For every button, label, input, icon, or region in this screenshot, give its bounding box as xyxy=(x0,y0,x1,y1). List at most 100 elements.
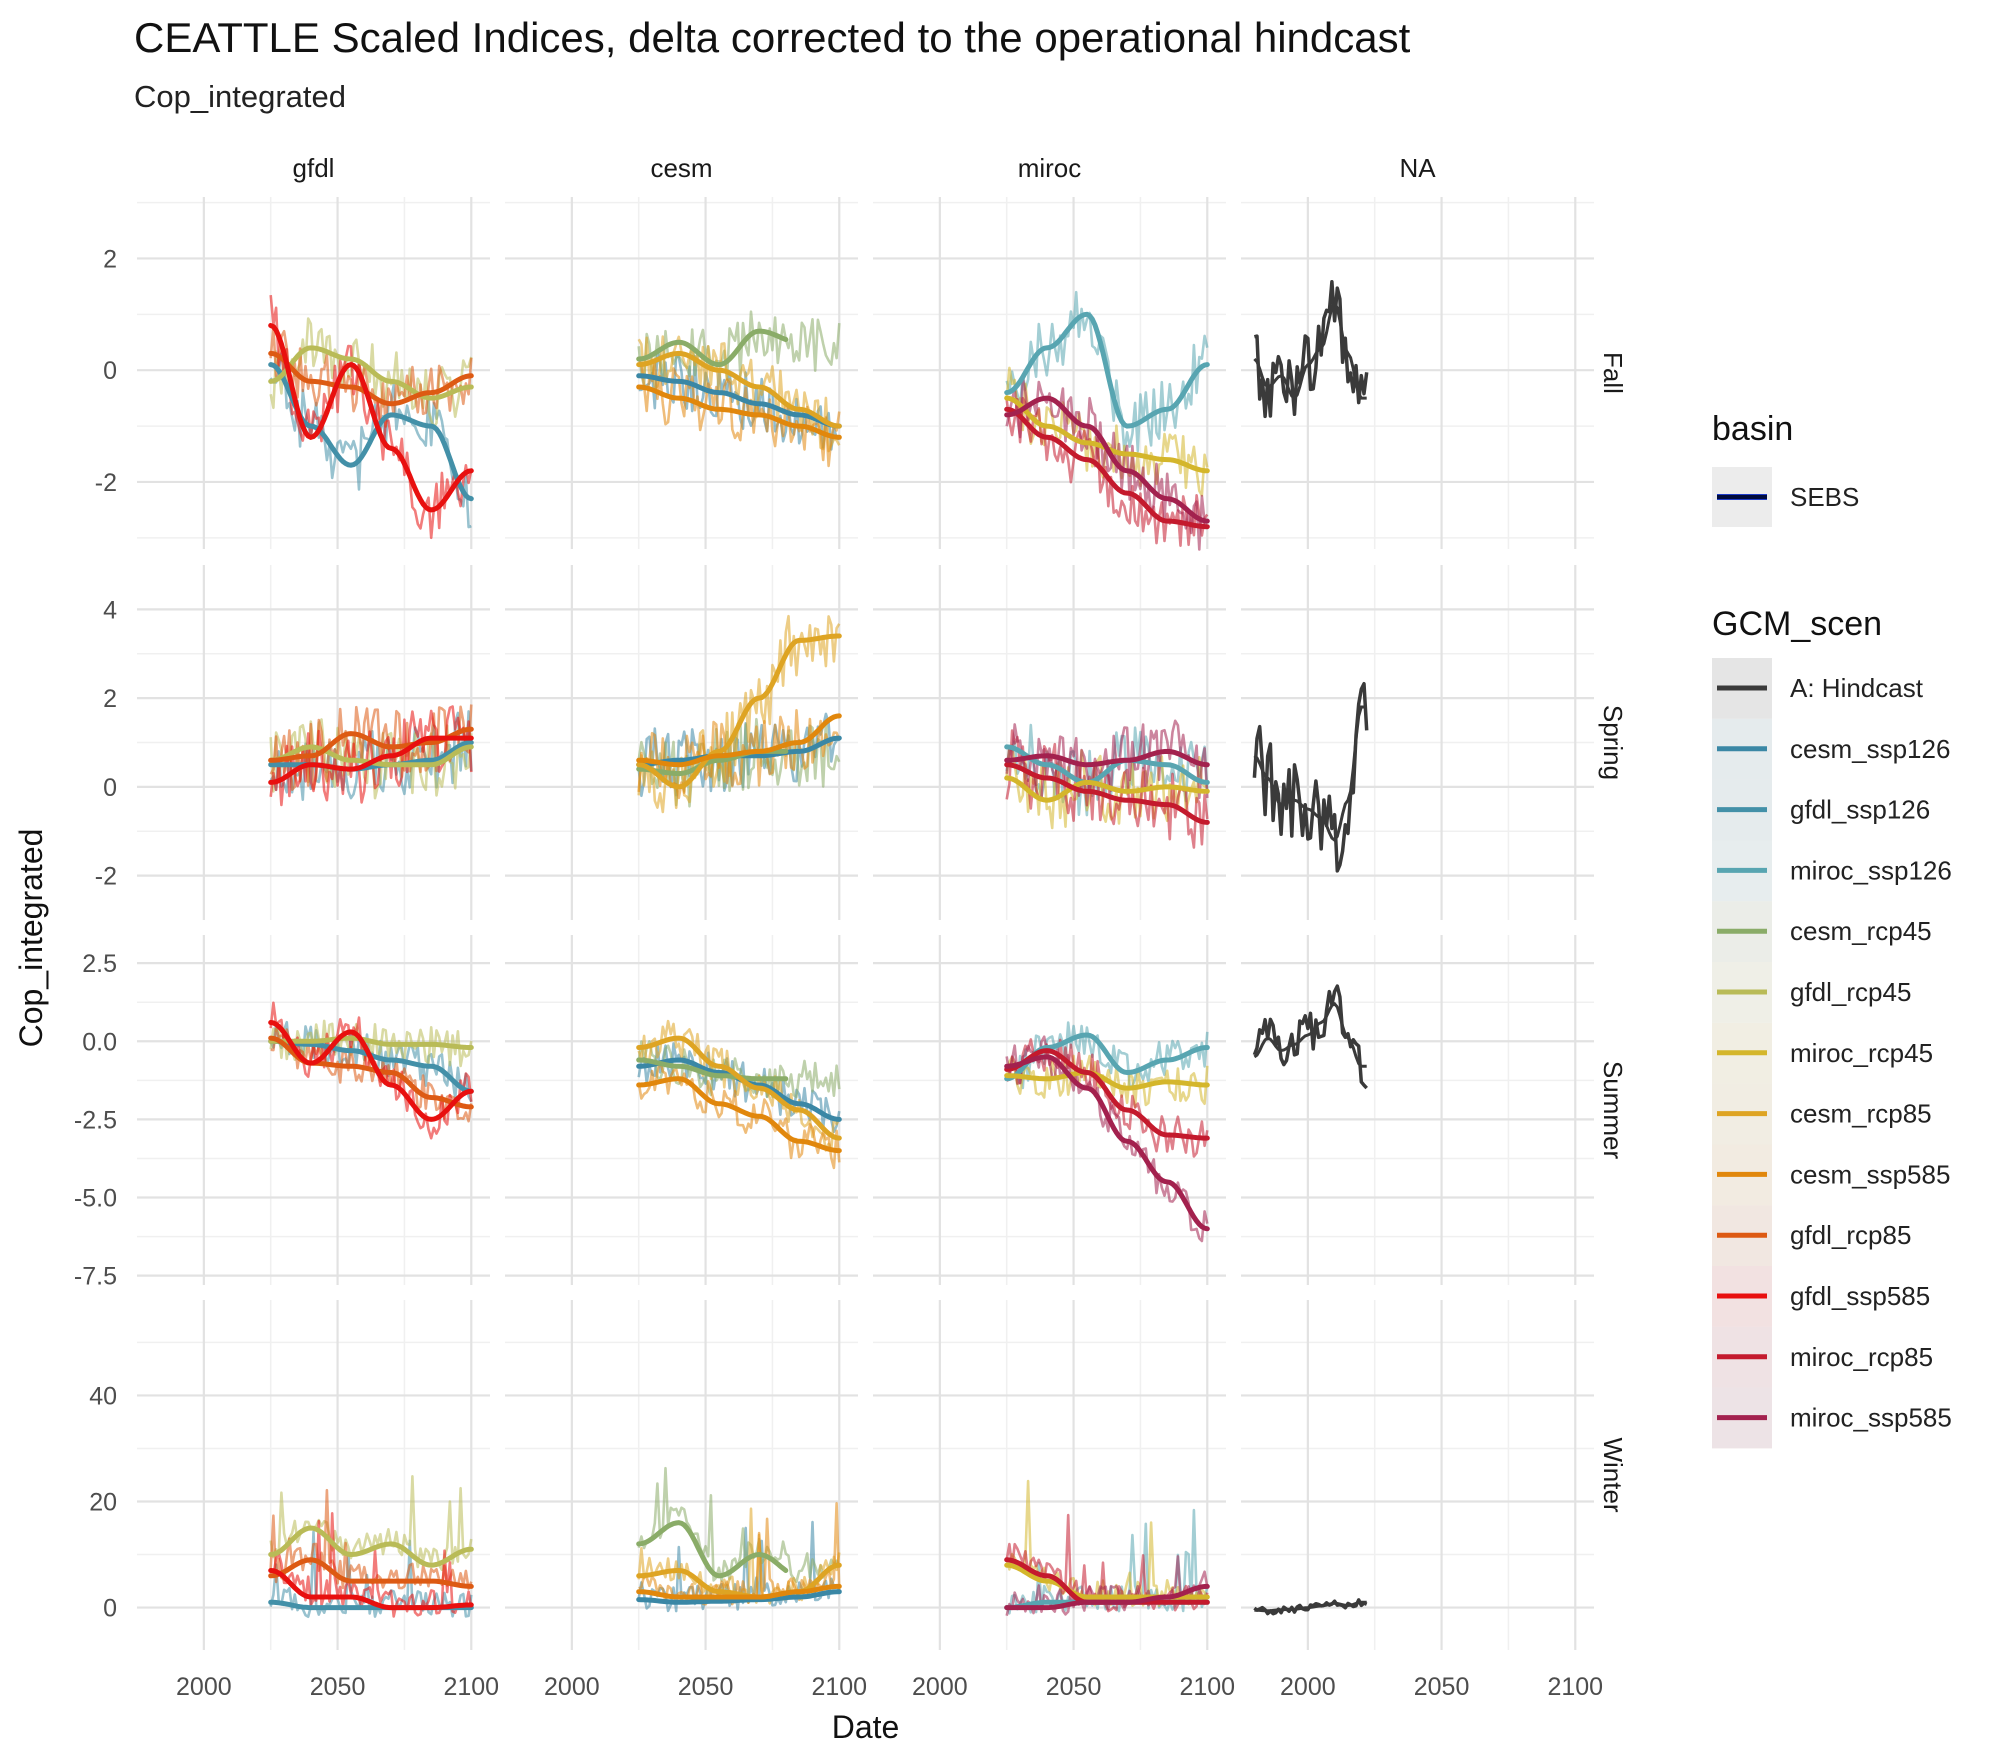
hindcast-line-winter xyxy=(1253,1598,1368,1616)
x-tick-label: 2050 xyxy=(1046,1673,1102,1701)
smooth-line-cesm_ssp126-fall xyxy=(636,373,842,429)
x-tick-label: 2100 xyxy=(1179,1673,1235,1701)
y-tick-label: 0 xyxy=(103,774,117,802)
smooth-line-gfdl_ssp126-fall xyxy=(268,362,474,502)
legend-label-cesm-ssp126: cesm_ssp126 xyxy=(1790,734,1950,764)
x-tick-label: 2100 xyxy=(443,1673,499,1701)
hindcast-smooth-spring xyxy=(1253,705,1367,843)
panel-miroc-Summer xyxy=(873,935,1226,1285)
smooth-line-gfdl_ssp585-summer xyxy=(268,1020,474,1122)
smooth-line-miroc_rcp85-fall xyxy=(1004,406,1210,530)
panel-NA-Fall xyxy=(1241,197,1594,549)
raw-line-gfdl_ssp126-winter xyxy=(269,1530,473,1618)
smooth-line-gfdl_rcp45-winter xyxy=(268,1525,474,1568)
strip-label-fall: Fall xyxy=(1598,352,1628,394)
x-tick-label: 2050 xyxy=(1414,1673,1470,1701)
y-tick-label: 40 xyxy=(89,1382,117,1410)
strip-label-gfdl: gfdl xyxy=(293,153,335,183)
legend: basin SEBS GCM_scen A: Hindcast cesm_ssp126g… xyxy=(1712,410,1952,1449)
smooth-line-gfdl_ssp585-winter xyxy=(268,1568,474,1611)
raw-line-gfdl_rcp85-winter xyxy=(269,1488,473,1591)
smooth-line-miroc_rcp45-spring xyxy=(1004,775,1210,803)
x-tick-label: 2000 xyxy=(176,1673,232,1701)
smooth-line-gfdl_rcp85-fall xyxy=(268,350,474,407)
smooth-line-miroc_rcp85-spring xyxy=(1004,762,1210,825)
x-tick-label: 2050 xyxy=(310,1673,366,1701)
raw-line-cesm_rcp85-fall xyxy=(637,335,841,453)
legend-label-cesm-ssp585: cesm_ssp585 xyxy=(1790,1159,1950,1189)
y-tick-label: 20 xyxy=(89,1489,117,1517)
raw-line-gfdl_rcp85-summer xyxy=(270,1027,473,1123)
hindcast-smooth-fall xyxy=(1253,300,1367,401)
legend-label-gfdl-ssp126: gfdl_ssp126 xyxy=(1790,795,1930,825)
smooth-line-miroc_ssp126-spring xyxy=(1004,744,1210,785)
panel-NA-Winter xyxy=(1241,1300,1594,1650)
hindcast-line-spring xyxy=(1252,681,1369,873)
x-tick-label: 2000 xyxy=(1280,1673,1336,1701)
smooth-line-gfdl_rcp45-summer xyxy=(268,1035,474,1050)
x-axis-title: Date xyxy=(832,1709,900,1745)
smooth-line-cesm_rcp85-summer xyxy=(636,1035,842,1141)
legend-label-cesm-rcp85: cesm_rcp85 xyxy=(1790,1099,1932,1129)
hindcast-layer xyxy=(1252,280,1369,1616)
raw-line-miroc_ssp126-fall xyxy=(1005,290,1209,454)
legend-label-gfdl-rcp45: gfdl_rcp45 xyxy=(1790,977,1911,1007)
smooth-line-cesm_ssp126-winter xyxy=(636,1589,842,1605)
smooth-line-gfdl_rcp85-spring xyxy=(268,726,474,763)
smooth-line-gfdl_rcp45-fall xyxy=(268,345,474,401)
legend-label-miroc-ssp126: miroc_ssp126 xyxy=(1790,855,1952,885)
legend-label-miroc-ssp585: miroc_ssp585 xyxy=(1790,1403,1952,1433)
smooth-line-miroc_ssp585-fall xyxy=(1004,395,1210,524)
strip-label-NA: NA xyxy=(1399,153,1436,183)
smooth-line-miroc_ssp585-winter xyxy=(1004,1583,1210,1611)
chart-title: CEATTLE Scaled Indices, delta corrected … xyxy=(134,14,1411,61)
x-tick-label: 2000 xyxy=(544,1673,600,1701)
smooth-line-cesm_rcp45-summer xyxy=(636,1057,789,1082)
smooth-line-cesm_ssp585-winter xyxy=(636,1583,842,1600)
strip-label-winter: Winter xyxy=(1598,1437,1628,1512)
panel-NA-Spring xyxy=(1241,565,1594,920)
y-tick-label: 2 xyxy=(103,245,117,273)
y-tick-label: -7.5 xyxy=(74,1263,117,1291)
facet-panels xyxy=(137,197,1594,1650)
smooth-line-cesm_rcp45-winter xyxy=(636,1520,789,1579)
hindcast-smooth-winter xyxy=(1254,1600,1367,1613)
smooth-line-gfdl_ssp585-fall xyxy=(268,323,474,513)
raw-line-gfdl_ssp585-winter xyxy=(270,1512,473,1618)
smooth-line-cesm_rcp85-fall xyxy=(636,350,842,429)
smooth-line-miroc_ssp585-spring xyxy=(1004,748,1210,768)
x-tick-label: 2100 xyxy=(1547,1673,1603,1701)
smooth-line-gfdl_ssp585-spring xyxy=(268,735,474,785)
x-tick-label: 2100 xyxy=(811,1673,867,1701)
panel-NA-Summer xyxy=(1241,935,1594,1285)
legend-title-basin: basin xyxy=(1712,410,1793,448)
strip-label-spring: Spring xyxy=(1598,705,1628,780)
smoothed-series-layer xyxy=(268,311,1210,1611)
raw-line-cesm_ssp585-summer xyxy=(637,1060,841,1170)
raw-line-cesm_rcp85-summer xyxy=(637,1019,841,1152)
x-tick-label: 2050 xyxy=(678,1673,734,1701)
y-tick-label: 0 xyxy=(103,357,117,385)
smooth-line-miroc_ssp126-fall xyxy=(1004,311,1210,429)
raw-series-layer xyxy=(269,290,1209,1618)
strip-label-miroc: miroc xyxy=(1018,153,1082,183)
hindcast-smooth-summer xyxy=(1253,1001,1367,1068)
y-tick-label: 4 xyxy=(103,596,117,624)
smooth-line-miroc_rcp85-summer xyxy=(1004,1048,1210,1141)
strip-label-cesm: cesm xyxy=(650,153,712,183)
legend-label-a-hindcast: A: Hindcast xyxy=(1790,673,1924,703)
hindcast-line-fall xyxy=(1253,280,1369,419)
legend-label-miroc-rcp85: miroc_rcp85 xyxy=(1790,1342,1933,1372)
raw-line-miroc_ssp585-summer xyxy=(1005,1035,1209,1243)
panel-cesm-Summer xyxy=(505,935,858,1285)
hindcast-line-summer xyxy=(1252,984,1368,1090)
axes: gfdl cesm miroc NA Fall Spring Summer Winter -2 0… xyxy=(13,153,1628,1745)
raw-line-miroc_rcp45-summer xyxy=(1005,1054,1209,1109)
y-tick-label: 0.0 xyxy=(82,1028,117,1056)
smooth-line-miroc_ssp585-summer xyxy=(1004,1054,1210,1232)
smooth-line-cesm_ssp585-fall xyxy=(636,384,842,440)
legend-label-miroc-rcp45: miroc_rcp45 xyxy=(1790,1038,1933,1068)
y-tick-label: 0 xyxy=(103,1595,117,1623)
y-tick-label: 2 xyxy=(103,685,117,713)
